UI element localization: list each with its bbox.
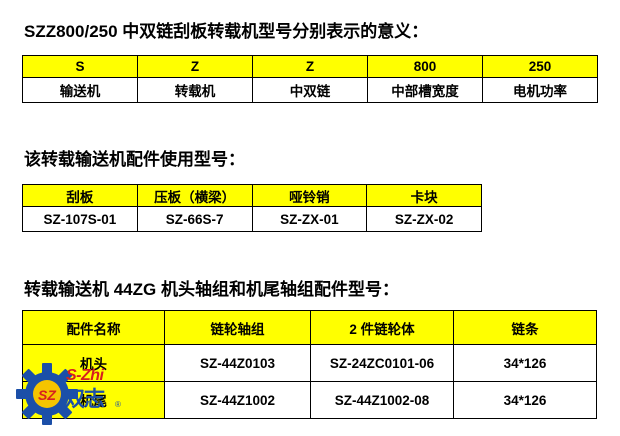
table-cell: 中双链 — [252, 77, 368, 103]
table-header-cell: 2 件链轮体 — [310, 310, 454, 345]
table-header-cell: S — [22, 55, 138, 78]
model-code-meaning-table: S Z Z 800 250 输送机 转载机 中双链 中部槽宽度 电机功率 — [22, 55, 598, 103]
table-header-cell: 800 — [367, 55, 483, 78]
section-heading-3: 转载输送机 44ZG 机头轴组和机尾轴组配件型号： — [24, 280, 399, 299]
table-row: SZ-107S-01 SZ-66S-7 SZ-ZX-01 SZ-ZX-02 — [22, 206, 482, 232]
table-cell: SZ-24ZC0101-06 — [310, 344, 454, 382]
head-tail-shaft-assembly-table: 配件名称 链轮轴组 2 件链轮体 链条 机头 SZ-44Z0103 SZ-24Z… — [22, 310, 597, 419]
table-cell: SZ-ZX-01 — [251, 206, 368, 232]
table-row: 机头 SZ-44Z0103 SZ-24ZC0101-06 34*126 — [22, 344, 597, 382]
section-heading-2: 该转载输送机配件使用型号： — [24, 150, 245, 169]
table-row: 输送机 转载机 中双链 中部槽宽度 电机功率 — [22, 77, 598, 103]
table-row: 配件名称 链轮轴组 2 件链轮体 链条 — [22, 310, 597, 345]
table-header-cell: Z — [252, 55, 368, 78]
table-row: S Z Z 800 250 — [22, 55, 598, 78]
table-cell: 中部槽宽度 — [367, 77, 483, 103]
table-cell: SZ-66S-7 — [136, 206, 253, 232]
table-cell: SZ-107S-01 — [22, 206, 138, 232]
table-cell: 电机功率 — [482, 77, 598, 103]
table-header-cell: 卡块 — [366, 184, 482, 207]
table-row: 刮板 压板（横梁） 哑铃销 卡块 — [22, 184, 482, 207]
table-header-cell: 配件名称 — [22, 310, 165, 345]
table-cell: SZ-ZX-02 — [366, 206, 482, 232]
table-cell: SZ-44Z1002 — [164, 381, 311, 419]
table-header-cell: 250 — [482, 55, 598, 78]
table-cell: 34*126 — [453, 381, 597, 419]
table-cell: SZ-44Z1002-08 — [310, 381, 454, 419]
table-row: 机尾 SZ-44Z1002 SZ-44Z1002-08 34*126 — [22, 381, 597, 419]
table-header-cell: 链轮轴组 — [164, 310, 311, 345]
table-header-cell: Z — [137, 55, 253, 78]
section-heading-1: SZZ800/250 中双链刮板转载机型号分别表示的意义： — [24, 22, 429, 41]
table-cell: 34*126 — [453, 344, 597, 382]
table-cell: SZ-44Z0103 — [164, 344, 311, 382]
table-cell: 转载机 — [137, 77, 253, 103]
table-cell: 输送机 — [22, 77, 138, 103]
accessory-model-table: 刮板 压板（横梁） 哑铃销 卡块 SZ-107S-01 SZ-66S-7 SZ-… — [22, 184, 482, 232]
table-cell: 机尾 — [22, 381, 165, 419]
table-header-cell: 哑铃销 — [251, 184, 368, 207]
table-cell: 机头 — [22, 344, 165, 382]
table-header-cell: 刮板 — [22, 184, 138, 207]
table-header-cell: 链条 — [453, 310, 597, 345]
table-header-cell: 压板（横梁） — [136, 184, 253, 207]
